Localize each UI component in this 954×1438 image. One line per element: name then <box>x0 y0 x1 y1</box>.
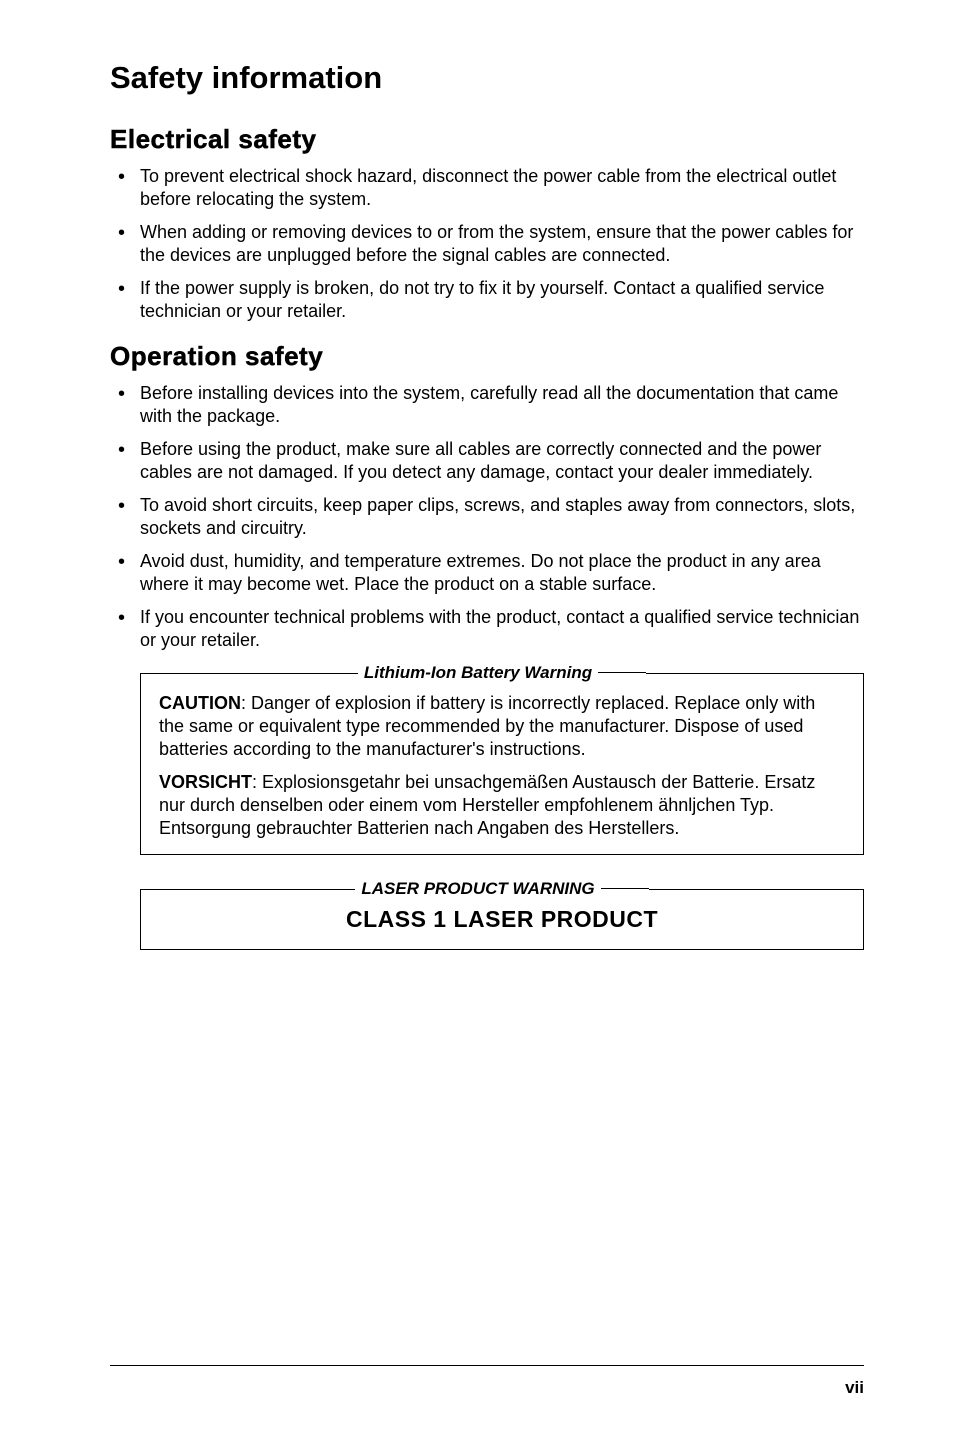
caution-label: CAUTION <box>159 693 241 713</box>
callout-heading-row: LASER PRODUCT WARNING <box>141 879 863 899</box>
heading-line-icon <box>598 672 646 674</box>
page-title: Safety information <box>110 60 864 96</box>
list-item: When adding or removing devices to or fr… <box>110 221 864 267</box>
heading-line-icon <box>601 888 649 890</box>
battery-warning-heading: Lithium-Ion Battery Warning <box>358 663 598 683</box>
laser-warning-callout: LASER PRODUCT WARNING CLASS 1 LASER PROD… <box>140 889 864 950</box>
list-item: Before using the product, make sure all … <box>110 438 864 484</box>
page-number: vii <box>845 1378 864 1398</box>
callout-heading-row: Lithium-Ion Battery Warning <box>141 663 863 683</box>
list-item: Avoid dust, humidity, and temperature ex… <box>110 550 864 596</box>
electrical-list: To prevent electrical shock hazard, disc… <box>110 165 864 323</box>
caution-text: : Danger of explosion if battery is inco… <box>159 693 815 759</box>
operation-list: Before installing devices into the syste… <box>110 382 864 652</box>
list-item: If you encounter technical problems with… <box>110 606 864 652</box>
list-item: Before installing devices into the syste… <box>110 382 864 428</box>
battery-warning-callout: Lithium-Ion Battery Warning CAUTION: Dan… <box>140 673 864 855</box>
list-item: If the power supply is broken, do not tr… <box>110 277 864 323</box>
section-operation-title: Operation safety <box>110 341 864 372</box>
list-item: To avoid short circuits, keep paper clip… <box>110 494 864 540</box>
list-item: To prevent electrical shock hazard, disc… <box>110 165 864 211</box>
vorsicht-paragraph: VORSICHT: Explosionsgetahr bei unsachgem… <box>159 771 845 840</box>
section-electrical-title: Electrical safety <box>110 124 864 155</box>
laser-warning-heading: LASER PRODUCT WARNING <box>355 879 600 899</box>
footer-divider <box>110 1365 864 1366</box>
caution-paragraph: CAUTION: Danger of explosion if battery … <box>159 692 845 761</box>
vorsicht-text: : Explosionsgetahr bei unsachgemäßen Aus… <box>159 772 815 838</box>
laser-class-text: CLASS 1 LASER PRODUCT <box>159 906 845 937</box>
vorsicht-label: VORSICHT <box>159 772 252 792</box>
